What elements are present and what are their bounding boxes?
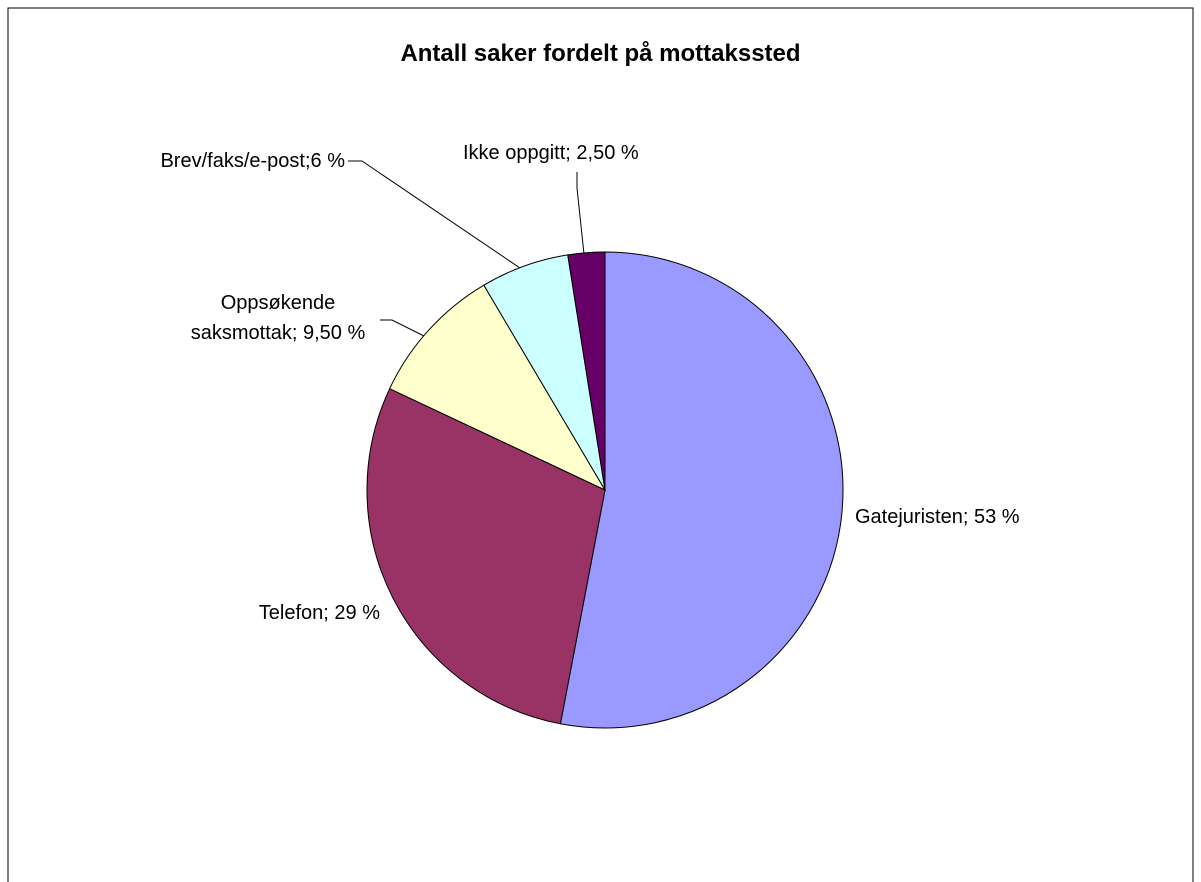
pie-slice <box>388 284 607 492</box>
leader-line <box>380 319 433 341</box>
pie <box>366 251 844 729</box>
data-label: Oppsøkende saksmottak; 9,50 % <box>190 292 366 344</box>
leader-line <box>576 172 585 255</box>
pie-slice <box>559 251 844 729</box>
chart-title: Antall saker fordelt på mottakssted <box>400 40 801 67</box>
pie-slice <box>366 387 606 725</box>
data-label: Ikke oppgitt; 2,50 % <box>463 142 639 164</box>
leader-line <box>348 160 521 269</box>
chart-border <box>7 7 1194 882</box>
data-label: Telefon; 29 % <box>258 602 380 624</box>
data-label: Gatejuristen; 53 % <box>855 506 1020 528</box>
pie-slice <box>567 251 606 491</box>
data-label: Brev/faks/e-post;6 % <box>160 150 345 172</box>
